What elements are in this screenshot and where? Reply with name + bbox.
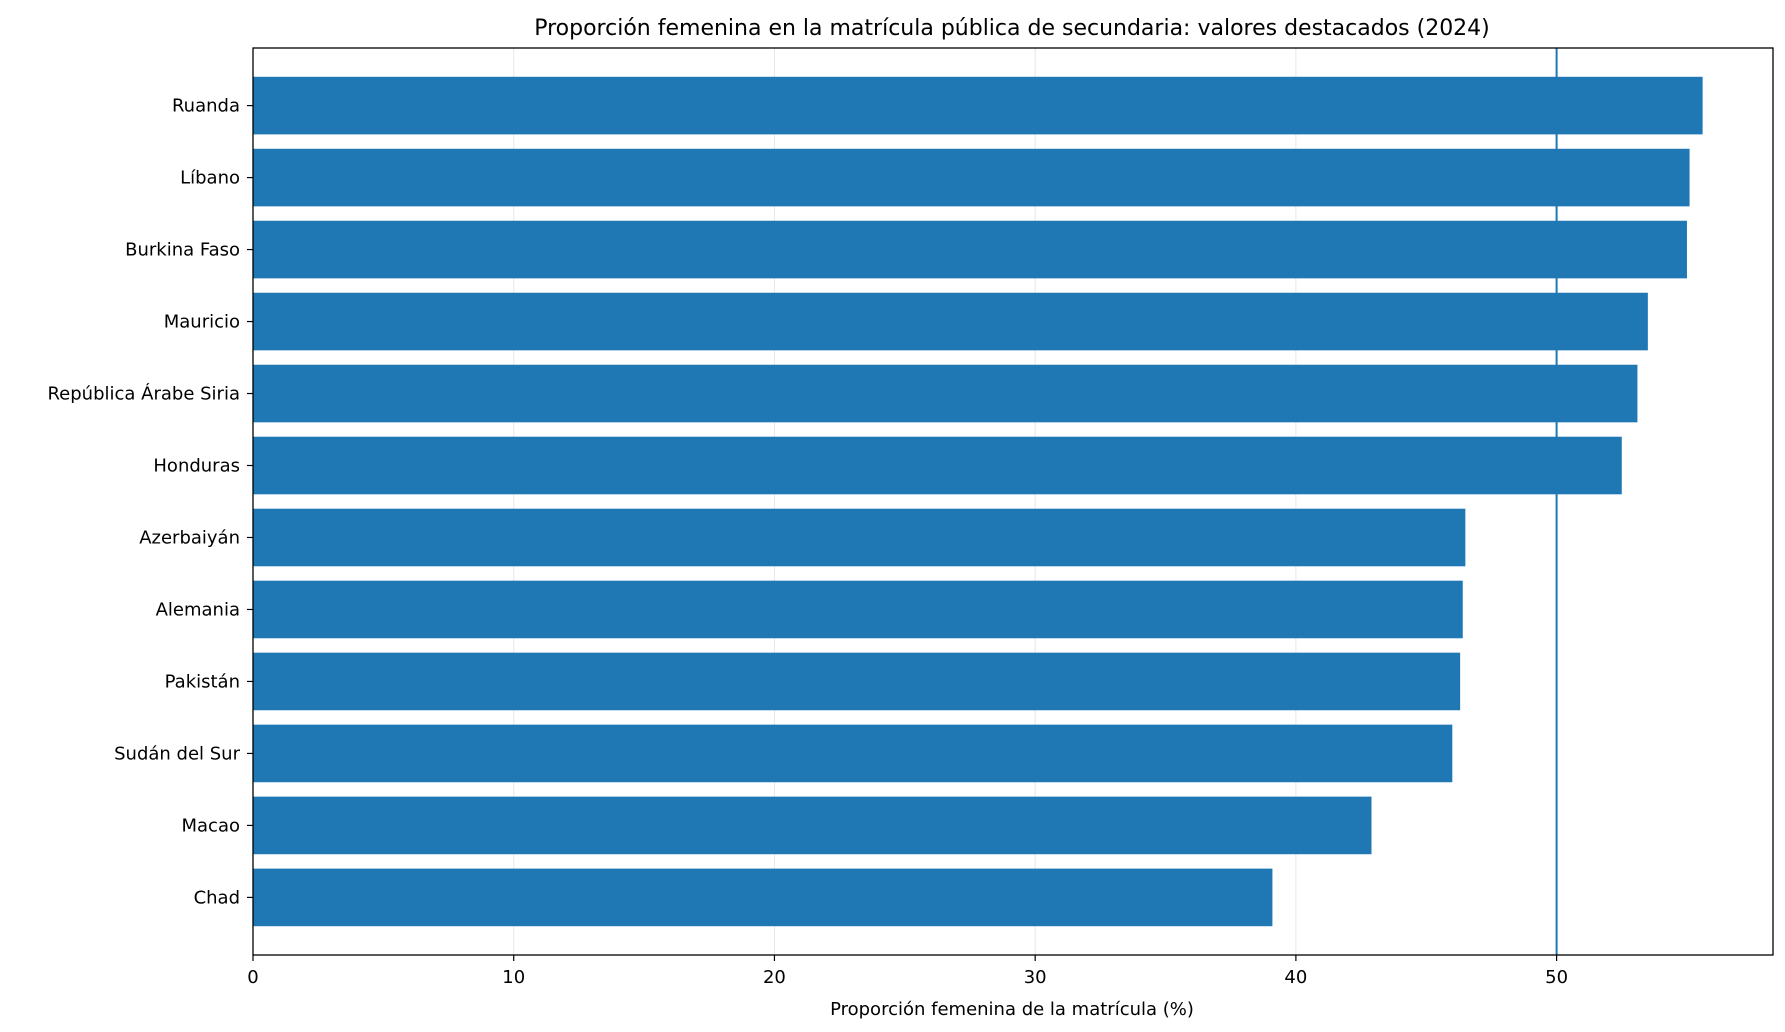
chart-title: Proporción femenina en la matrícula públ…: [534, 16, 1490, 41]
y-tick-label: Chad: [194, 887, 240, 908]
x-tick-label: 0: [247, 967, 258, 988]
bar: [253, 148, 1690, 207]
plot-frame: [252, 47, 1774, 956]
y-axis-ticks: Ruanda Líbano Burkina Faso Mauricio Repúblic…: [47, 96, 253, 908]
x-tick-label: 50: [1545, 967, 1568, 988]
y-tick-label: Azerbaiyán: [139, 527, 240, 548]
bar: [253, 436, 1622, 495]
x-tick-label: 10: [502, 967, 525, 988]
y-tick-label: Alemania: [156, 599, 240, 620]
x-tick-label: 30: [1024, 967, 1047, 988]
bar: [253, 508, 1466, 567]
y-tick-label: Sudán del Sur: [114, 743, 240, 764]
y-tick-label: Honduras: [153, 456, 240, 477]
x-tick-label: 20: [763, 967, 786, 988]
y-tick-label: Burkina Faso: [125, 240, 240, 261]
y-tick-label: Ruanda: [172, 96, 240, 117]
y-tick-label: Líbano: [180, 168, 240, 189]
y-tick-label: Pakistán: [165, 671, 240, 692]
bars: [253, 76, 1703, 927]
y-tick-label: Mauricio: [164, 312, 240, 333]
bar: [253, 220, 1687, 279]
x-axis-ticks: 0 10 20 30 40 50: [247, 955, 1568, 988]
y-tick-label: Macao: [182, 815, 241, 836]
bar: [253, 364, 1638, 423]
bar: [253, 76, 1703, 135]
bar: [253, 868, 1273, 927]
bar: [253, 292, 1648, 351]
y-tick-label: República Árabe Siria: [47, 383, 240, 405]
bar: [253, 796, 1372, 855]
x-tick-label: 40: [1284, 967, 1307, 988]
bar: [253, 652, 1461, 711]
x-axis-label: Proporción femenina de la matrícula (%): [830, 999, 1194, 1020]
bar: [253, 580, 1463, 639]
bar: [253, 724, 1453, 783]
